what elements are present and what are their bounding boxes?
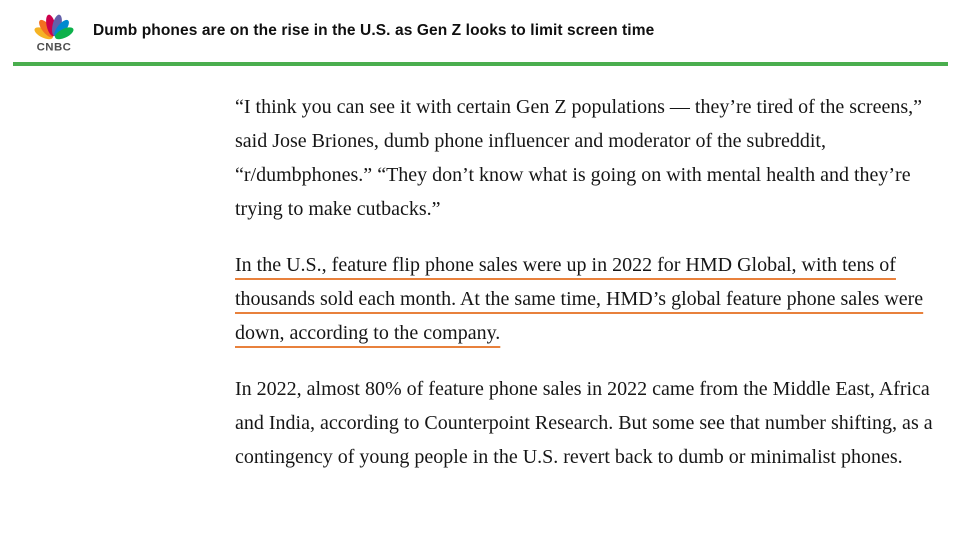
site-header: CNBC Dumb phones are on the rise in the … — [0, 0, 964, 62]
green-divider-rule — [13, 62, 948, 66]
article-inline-link[interactable]: In the U.S., feature flip phone sales we… — [235, 254, 924, 344]
article-paragraph: In 2022, almost 80% of feature phone sal… — [235, 378, 933, 468]
cnbc-wordmark: CNBC — [37, 42, 72, 52]
peacock-feather-green — [55, 27, 74, 40]
peacock-feather-yellow — [34, 27, 53, 40]
article-paragraph: In the U.S., feature flip phone sales we… — [235, 248, 945, 350]
article-body: “I think you can see it with certain Gen… — [235, 90, 945, 496]
cnbc-peacock-logo-icon[interactable]: CNBC — [30, 10, 78, 52]
article-paragraph: “I think you can see it with certain Gen… — [235, 96, 922, 220]
page-title: Dumb phones are on the rise in the U.S. … — [93, 22, 655, 39]
